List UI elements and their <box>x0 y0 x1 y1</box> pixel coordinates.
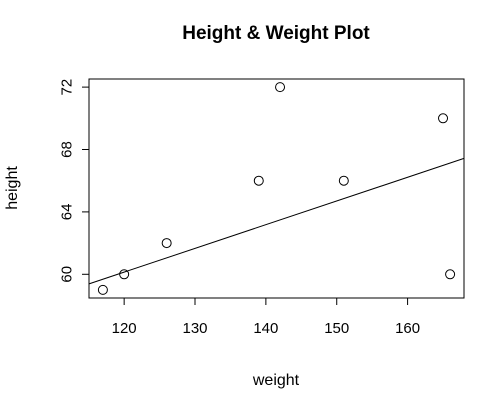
data-point <box>98 285 107 294</box>
y-tick-label: 72 <box>58 79 75 96</box>
x-tick-label: 160 <box>395 320 420 337</box>
x-axis-label: weight <box>252 372 300 389</box>
data-point <box>276 83 285 92</box>
regression-line <box>89 158 464 283</box>
x-tick-label: 120 <box>112 320 137 337</box>
data-point <box>120 270 129 279</box>
y-axis: 60 64 68 72 <box>58 79 89 283</box>
y-tick-label: 68 <box>58 141 75 158</box>
data-point <box>339 176 348 185</box>
regression-line-group <box>89 158 464 283</box>
x-tick-label: 130 <box>182 320 207 337</box>
chart-title: Height & Weight Plot <box>182 23 370 44</box>
data-point <box>446 270 455 279</box>
x-tick-label: 150 <box>324 320 349 337</box>
x-tick-label: 140 <box>253 320 278 337</box>
y-tick-label: 60 <box>58 266 75 283</box>
data-point <box>162 239 171 248</box>
x-axis: 120 130 140 150 160 <box>112 298 420 337</box>
y-tick-label: 64 <box>58 204 75 221</box>
y-axis-label: height <box>4 166 21 210</box>
data-point <box>254 176 263 185</box>
data-point <box>439 114 448 123</box>
